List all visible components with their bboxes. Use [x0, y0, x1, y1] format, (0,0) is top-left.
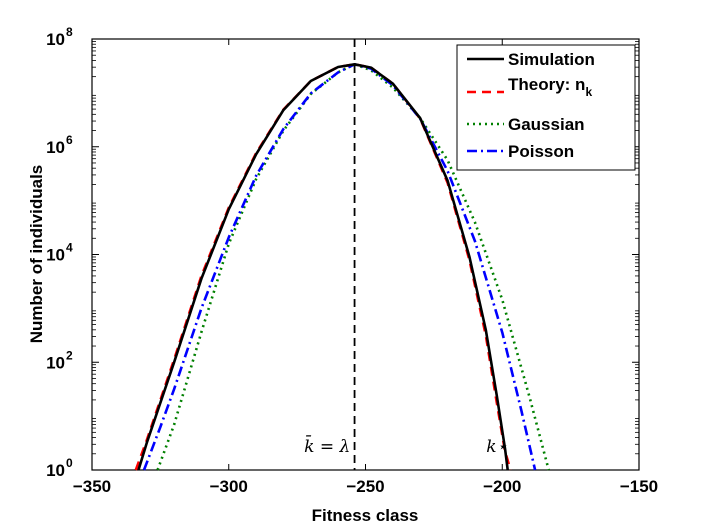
y-tick-exponent: 6	[66, 133, 73, 147]
y-tick-exponent: 4	[66, 241, 73, 255]
y-tick-label: 10	[46, 246, 65, 265]
x-tick-label: −150	[620, 477, 658, 496]
y-tick-label: 10	[46, 461, 65, 480]
x-tick-label: −350	[73, 477, 111, 496]
annotation-mean-lambda: k̄ = λ	[304, 434, 350, 457]
legend-label: Simulation	[508, 50, 595, 69]
legend-box	[456, 44, 636, 171]
y-tick-exponent: 2	[66, 348, 73, 362]
y-tick-label: 10	[46, 353, 65, 372]
series-layer	[134, 63, 550, 471]
x-tick-label: −300	[210, 477, 248, 496]
y-axis-label: Number of individuals	[27, 165, 46, 344]
y-tick-exponent: 8	[66, 25, 73, 39]
legend-label: Poisson	[508, 142, 574, 161]
x-tick-label: −250	[346, 477, 384, 496]
x-tick-label: −200	[483, 477, 521, 496]
annotation-k-star: k⋆	[486, 437, 507, 457]
series-poisson-line	[142, 63, 537, 471]
y-tick-exponent: 0	[66, 456, 73, 470]
x-axis: −350 −300 −250 −200 −150	[73, 39, 658, 496]
y-tick-label: 10	[46, 138, 65, 157]
y-tick-label: 10	[46, 30, 65, 49]
legend-label: Gaussian	[508, 115, 585, 134]
series-simulation-line	[137, 63, 509, 471]
x-axis-label: Fitness class	[312, 506, 419, 525]
